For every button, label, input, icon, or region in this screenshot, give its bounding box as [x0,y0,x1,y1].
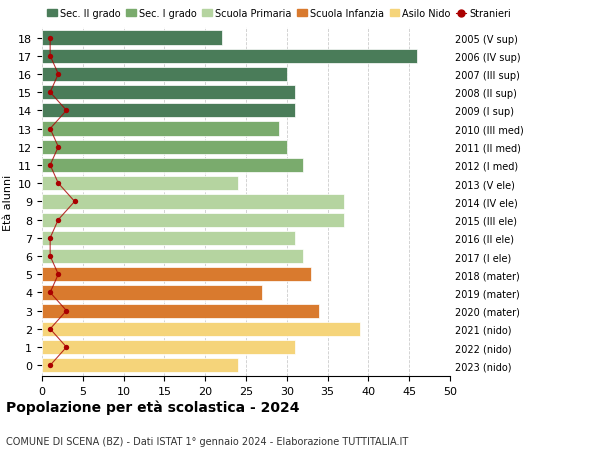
Bar [42,122,278,136]
Bar [42,249,303,263]
Bar [42,285,262,300]
Bar [42,177,238,191]
Point [46,289,55,297]
Bar [42,140,287,155]
Point [62,308,71,315]
Point [53,271,63,278]
Bar [42,231,295,246]
Point [46,362,55,369]
Point [46,35,55,42]
Bar [42,268,311,282]
Bar [42,213,344,227]
Point [46,53,55,60]
Bar [42,104,295,118]
Point [70,198,79,206]
Bar [42,358,238,373]
Bar [42,86,295,100]
Bar [42,50,418,64]
Text: Popolazione per età scolastica - 2024: Popolazione per età scolastica - 2024 [6,399,299,414]
Point [53,180,63,187]
Point [46,162,55,169]
Bar [42,322,360,336]
Point [46,253,55,260]
Point [62,344,71,351]
Point [46,126,55,133]
Text: COMUNE DI SCENA (BZ) - Dati ISTAT 1° gennaio 2024 - Elaborazione TUTTITALIA.IT: COMUNE DI SCENA (BZ) - Dati ISTAT 1° gen… [6,436,408,446]
Y-axis label: Età alunni: Età alunni [2,174,13,230]
Bar [42,304,319,318]
Bar [42,340,295,354]
Bar [42,31,221,45]
Point [46,325,55,333]
Bar [42,67,287,82]
Point [46,235,55,242]
Point [53,144,63,151]
Bar [42,158,303,173]
Point [62,107,71,115]
Point [46,89,55,97]
Point [53,217,63,224]
Legend: Sec. II grado, Sec. I grado, Scuola Primaria, Scuola Infanzia, Asilo Nido, Stran: Sec. II grado, Sec. I grado, Scuola Prim… [47,9,511,19]
Point [53,71,63,78]
Bar [42,195,344,209]
